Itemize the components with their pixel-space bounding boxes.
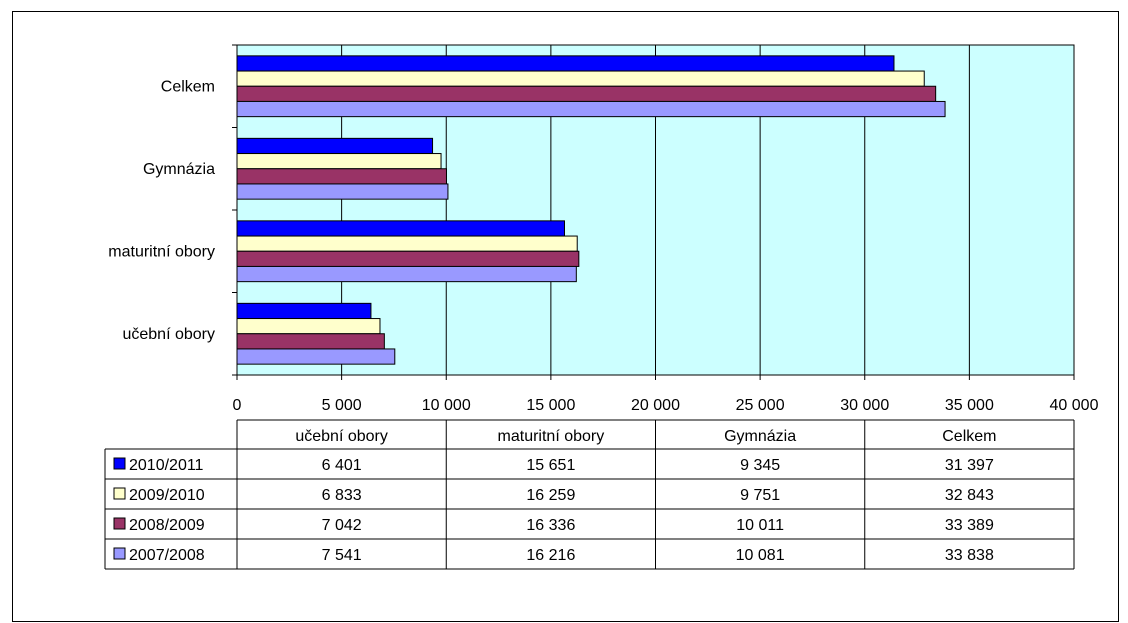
bar — [236, 55, 895, 72]
category-label: učební obory — [122, 326, 215, 343]
bar — [236, 235, 578, 252]
x-tick-label: 35 000 — [945, 397, 994, 414]
table-cell-value: 6 833 — [322, 487, 362, 504]
table-cell-value: 9 751 — [740, 487, 780, 504]
table-cell-value: 6 401 — [322, 457, 362, 474]
table-cell-value: 9 345 — [740, 457, 780, 474]
table-cell-value: 16 259 — [526, 487, 575, 504]
category-label: maturitní obory — [108, 243, 215, 260]
category-label: Celkem — [161, 78, 215, 95]
table-cell-value: 10 011 — [736, 517, 784, 534]
legend-label: 2008/2009 — [129, 517, 205, 534]
bar — [236, 265, 577, 283]
category-label: Gymnázia — [143, 161, 215, 178]
table-cell-value: 15 651 — [526, 457, 575, 474]
bar — [236, 333, 385, 350]
x-tick-label: 25 000 — [736, 397, 785, 414]
data-table: učební obory maturitní obory Gymnázia Celke… — [104, 419, 1075, 570]
bar — [236, 153, 442, 170]
table-cell-value: 31 397 — [945, 457, 994, 474]
plot-area: učební obory maturitní obory Gymnázia Celke… — [108, 44, 1099, 414]
x-tick-label: 20 000 — [631, 397, 680, 414]
table-header: Gymnázia — [724, 428, 796, 445]
bar — [236, 250, 580, 267]
table-cell-value: 32 843 — [945, 487, 994, 504]
legend-key — [113, 547, 126, 560]
x-tick-label: 5 000 — [322, 397, 362, 414]
bar — [236, 168, 447, 185]
legend-label: 2009/2010 — [129, 487, 205, 504]
bar — [236, 348, 396, 365]
table-cell-value: 10 081 — [736, 547, 785, 564]
table-cell-value: 33 838 — [945, 547, 994, 564]
bar — [236, 318, 381, 335]
table-cell-value: 7 541 — [322, 547, 362, 564]
x-tick-label: 30 000 — [840, 397, 889, 414]
legend-key — [113, 457, 126, 470]
table-cell-value: 16 336 — [526, 517, 575, 534]
bar — [236, 100, 946, 118]
bar — [236, 85, 937, 102]
table-header: maturitní obory — [498, 428, 605, 445]
legend-label: 2007/2008 — [129, 547, 205, 564]
table-header: učební obory — [295, 428, 388, 445]
table-header: Celkem — [942, 428, 996, 445]
bar — [236, 220, 565, 237]
table-cell-value: 7 042 — [322, 517, 362, 534]
x-tick-label: 10 000 — [422, 397, 471, 414]
x-tick-label: 40 000 — [1050, 397, 1099, 414]
legend-key — [113, 487, 126, 500]
bar — [236, 302, 372, 320]
table-cell-value: 33 389 — [945, 517, 994, 534]
bar — [236, 137, 434, 155]
table-cell-value: 16 216 — [526, 547, 575, 564]
legend-key — [113, 517, 126, 530]
bar — [236, 70, 925, 87]
x-tick-label: 0 — [233, 397, 242, 414]
legend-label: 2010/2011 — [129, 457, 204, 474]
x-tick-label: 15 000 — [526, 397, 575, 414]
bar — [236, 183, 449, 200]
